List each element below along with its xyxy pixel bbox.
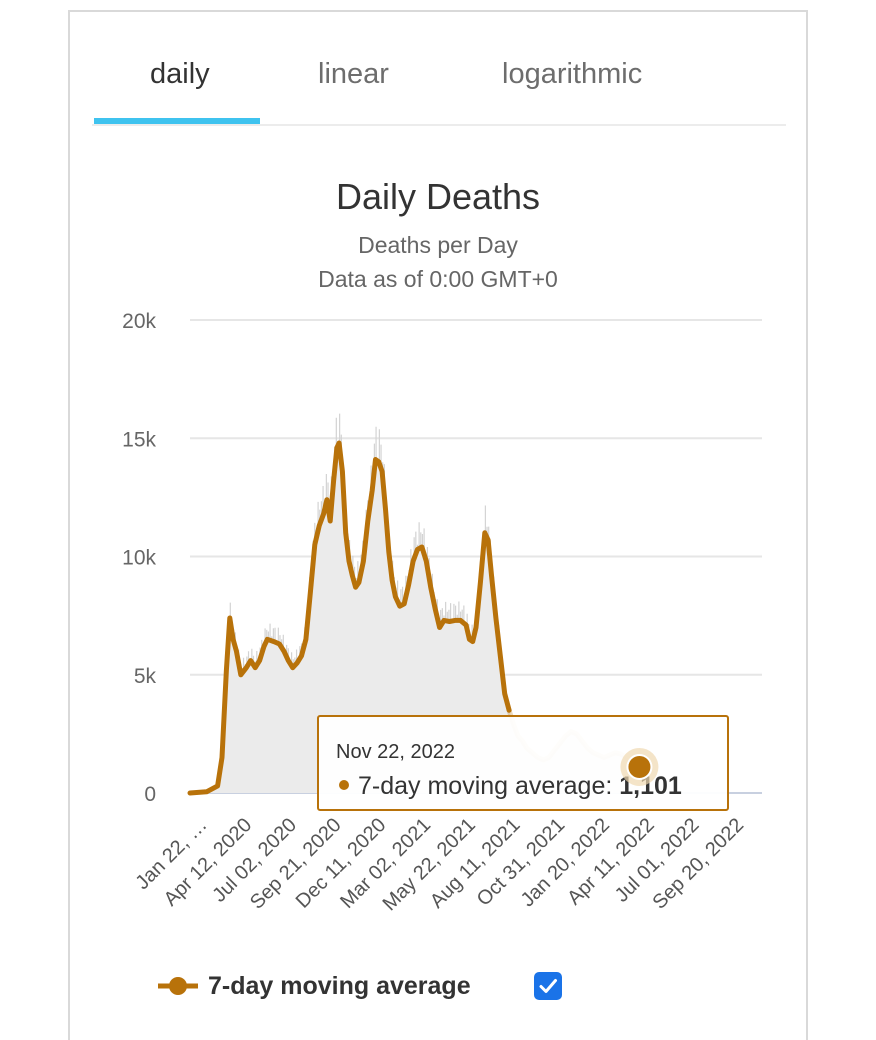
- tooltip: Nov 22, 2022 7-day moving average: 1,101: [317, 715, 729, 811]
- moving-average-line: [187, 440, 512, 796]
- legend-line-marker-icon: [158, 977, 198, 995]
- tab-linear[interactable]: linear: [318, 58, 389, 90]
- y-tick-label: 15k: [122, 428, 156, 451]
- active-tab-indicator: [94, 118, 260, 124]
- tooltip-series-label: 7-day moving average:: [358, 772, 612, 800]
- tooltip-series-marker: [339, 780, 349, 790]
- tab-daily[interactable]: daily: [150, 58, 210, 90]
- chart-tabs: daily linear logarithmic: [92, 12, 786, 126]
- highlight-point: [626, 753, 653, 780]
- y-tick-label: 0: [144, 783, 156, 806]
- tooltip-date: Nov 22, 2022: [336, 741, 455, 763]
- svg-text:7-day moving average: 1: 7-day moving average: 1,101: [358, 772, 682, 800]
- area-fill: [190, 443, 640, 793]
- y-tick-label: 20k: [122, 310, 156, 333]
- y-tick-label: 10k: [122, 547, 156, 570]
- tab-logarithmic[interactable]: logarithmic: [502, 58, 643, 90]
- legend-label: 7-day moving average: [208, 971, 471, 1000]
- chart-title: Daily Deaths: [335, 176, 541, 217]
- chart-legend[interactable]: 7-day moving average: [158, 966, 471, 1006]
- tooltip-box: [317, 715, 729, 811]
- chart-data-date: Data as of 0:00 GMT+0: [318, 266, 558, 292]
- y-tick-label: 5k: [134, 665, 157, 688]
- y-axis: 0 5k 10k 15k 20k: [122, 310, 156, 806]
- checkmark-icon: [539, 979, 557, 993]
- legend-checkbox[interactable]: [534, 972, 562, 1000]
- chart-subtitle: Deaths per Day: [358, 232, 518, 258]
- chart-card: daily linear logarithmic Daily Deaths De…: [68, 10, 808, 1040]
